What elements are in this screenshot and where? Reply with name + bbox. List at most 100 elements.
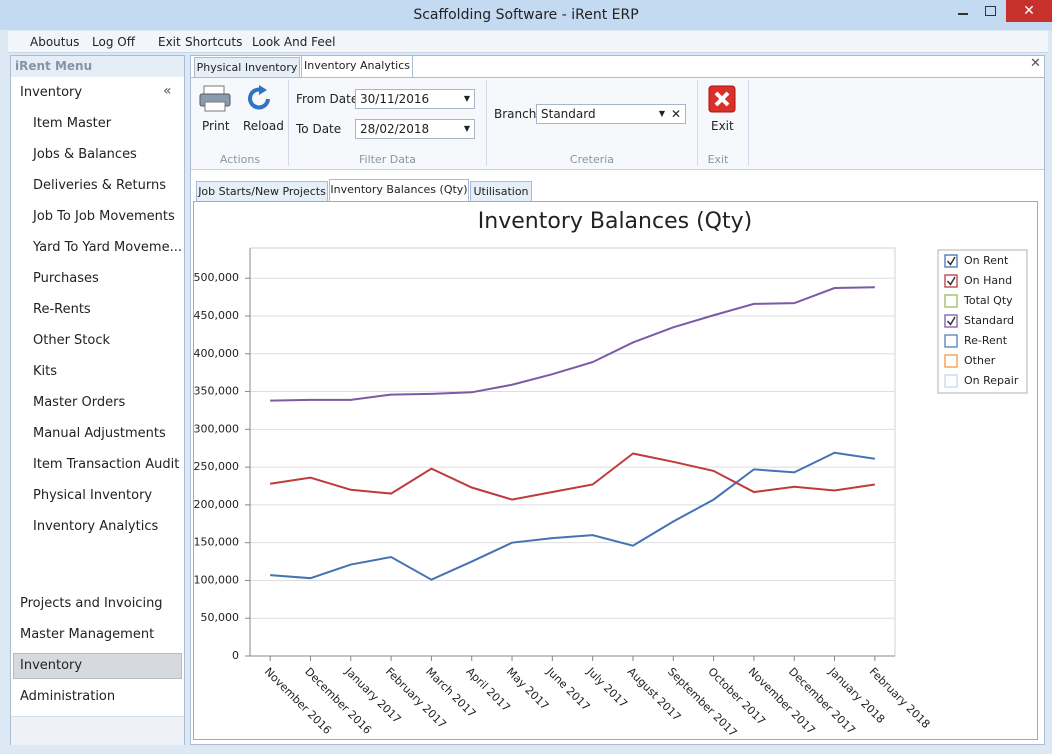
y-tick-label: 450,000 <box>194 309 240 322</box>
reload-icon[interactable] <box>246 84 274 114</box>
separator <box>697 80 698 166</box>
sidebar-item[interactable]: Yard To Yard Moveme... <box>33 240 182 255</box>
legend-checkbox[interactable] <box>944 254 958 268</box>
y-tick-label: 100,000 <box>194 573 240 586</box>
menu-item[interactable]: Look And Feel <box>252 35 336 49</box>
y-tick-label: 50,000 <box>201 611 240 624</box>
separator <box>748 80 749 166</box>
sidebar-item[interactable]: Jobs & Balances <box>33 147 137 162</box>
group-header[interactable]: Inventory <box>20 85 83 100</box>
sidebar-item[interactable]: Kits <box>33 364 58 379</box>
y-tick-label: 250,000 <box>194 460 240 473</box>
y-tick-label: 400,000 <box>194 347 240 360</box>
group-label: Creteria <box>569 153 615 166</box>
legend-check <box>946 316 956 326</box>
legend-checkbox[interactable] <box>944 314 958 328</box>
branch-value: Standard <box>541 107 596 121</box>
legend-label[interactable]: Re-Rent <box>964 334 1008 347</box>
legend-checkbox[interactable] <box>944 334 958 348</box>
chart-panel <box>193 201 1038 740</box>
exit-button[interactable]: Exit <box>711 119 734 133</box>
chart: Inventory Balances (Qty) 0 50,000 100,000 1… <box>194 209 1028 740</box>
y-tick-label: 0 <box>232 649 239 662</box>
maximize-button[interactable] <box>985 6 996 16</box>
group-label: Filter Data <box>358 153 416 166</box>
legend-checkbox[interactable] <box>944 374 958 388</box>
menu-item[interactable]: Aboutus <box>30 35 80 49</box>
sidebar-group[interactable]: Inventory <box>20 658 83 673</box>
menu-item[interactable]: Log Off <box>92 35 135 49</box>
sidebar: iRent Menu Inventory « <box>10 55 185 745</box>
sidebar-group[interactable]: Projects and Invoicing <box>20 596 163 611</box>
sidebar-group[interactable]: Administration <box>20 689 116 704</box>
sidebar-item[interactable]: Physical Inventory <box>33 488 153 503</box>
legend-check <box>946 256 956 266</box>
sidebar-item[interactable]: Re-Rents <box>33 302 91 317</box>
sidebar-item[interactable]: Item Transaction Audit <box>33 457 180 472</box>
legend-label[interactable]: On Repair <box>964 374 1019 387</box>
minimize-button[interactable] <box>958 13 968 15</box>
menu-item[interactable]: Shortcuts <box>185 35 243 49</box>
to-date[interactable]: 28/02/2018 ▼ <box>355 119 475 139</box>
sidebar-footer <box>11 716 184 745</box>
separator <box>486 80 487 166</box>
sidebar-group[interactable]: Master Management <box>20 627 155 642</box>
tab[interactable]: Physical Inventory <box>194 57 300 77</box>
sidebar-item[interactable]: Master Orders <box>33 395 126 410</box>
group-label: Exit <box>707 153 729 166</box>
close-button[interactable]: ✕ <box>1006 0 1052 22</box>
sidebar-item[interactable]: Job To Job Movements <box>33 209 175 224</box>
selected-row <box>13 653 182 679</box>
x-tick-label: June 2017 <box>543 664 592 713</box>
chart-title: Inventory Balances (Qty) <box>478 209 752 234</box>
legend-checkbox[interactable] <box>944 354 958 368</box>
legend-checkbox[interactable] <box>944 294 958 308</box>
legend-label[interactable]: Standard <box>964 314 1014 327</box>
legend-label[interactable]: On Rent <box>964 254 1009 267</box>
from-label: From Date <box>296 92 359 106</box>
exit-icon[interactable] <box>708 85 736 113</box>
title-bar: Scaffolding Software - iRent ERP ✕ <box>0 0 1052 30</box>
from-date[interactable]: 30/11/2016 ▼ <box>355 89 475 109</box>
group-label: Actions <box>219 153 261 166</box>
to-value: 28/02/2018 <box>360 122 430 136</box>
sidebar-item[interactable]: Item Master <box>33 116 112 131</box>
menu-bar <box>8 31 1048 53</box>
legend-label[interactable]: Total Qty <box>963 294 1013 307</box>
branch-select[interactable]: Standard ▼ ✕ <box>536 104 686 124</box>
sub-tab[interactable]: Job Starts/New Projects <box>196 181 328 201</box>
y-tick-label: 150,000 <box>194 536 240 549</box>
legend-label[interactable]: Other <box>964 354 996 367</box>
window-title: Scaffolding Software - iRent ERP <box>413 7 639 23</box>
branch-label: Branch <box>494 107 537 121</box>
close-tab[interactable]: ✕ <box>1030 56 1041 71</box>
menu-item[interactable]: Exit <box>158 35 181 49</box>
legend-check <box>946 276 956 286</box>
sidebar-item[interactable]: Deliveries & Returns <box>33 178 166 193</box>
collapse-icon[interactable]: « <box>163 83 172 99</box>
sidebar-item[interactable]: Manual Adjustments <box>33 426 166 441</box>
y-tick-label: 200,000 <box>194 498 240 511</box>
y-tick-label: 350,000 <box>194 385 240 398</box>
y-tick-label: 300,000 <box>194 422 240 435</box>
tab[interactable]: Inventory Analytics <box>301 55 413 77</box>
sidebar-item[interactable]: Other Stock <box>33 333 111 348</box>
sidebar-item[interactable]: Inventory Analytics <box>33 519 159 534</box>
reload-button[interactable]: Reload <box>243 119 284 133</box>
plot-area <box>249 247 896 657</box>
series-line <box>270 286 875 402</box>
sidebar-item[interactable]: Purchases <box>33 271 99 286</box>
separator <box>288 80 289 166</box>
print-icon[interactable] <box>198 84 232 114</box>
sidebar-header: iRent Menu <box>11 56 184 77</box>
legend-checkbox[interactable] <box>944 274 958 288</box>
to-label: To Date <box>296 122 342 136</box>
print-button[interactable]: Print <box>202 119 230 133</box>
series-line <box>270 452 875 501</box>
sub-tab[interactable]: Inventory Balances (Qty) <box>329 179 469 201</box>
x-tick-label: September 2017 <box>665 665 739 739</box>
legend-label[interactable]: On Hand <box>964 274 1012 287</box>
series-line <box>270 451 875 581</box>
sub-tab[interactable]: Utilisation <box>470 181 532 201</box>
